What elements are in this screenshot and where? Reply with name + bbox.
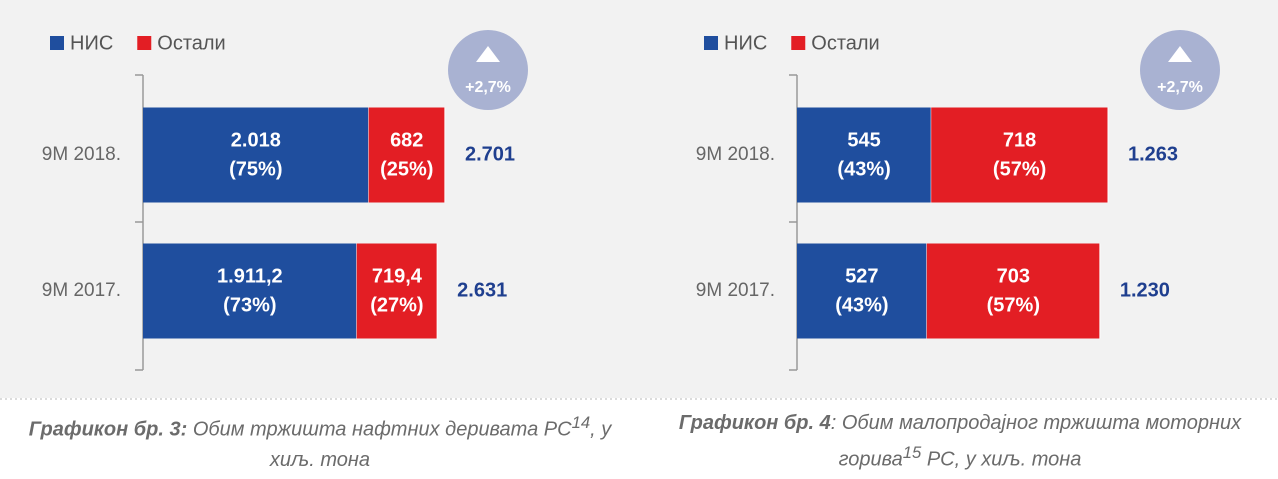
value-label: 527 [845,265,878,287]
category-label: 9M 2017. [696,280,775,301]
bar-segment [797,243,927,339]
share-label: (57%) [987,294,1040,316]
caption-unit: , у хиљ. тона [269,418,612,471]
badge-arrow [476,46,500,62]
caption-text: Обим тржишта нафтних деривата РС [187,418,572,441]
change-badge [1140,30,1220,110]
value-label: 2.018 [231,129,281,151]
bar-segment [797,107,932,203]
value-label: 703 [997,265,1030,287]
total-label: 2.631 [457,279,507,301]
share-label: (73%) [223,294,276,316]
legend-label: НИС [70,32,113,54]
bar-segment [143,243,357,339]
caption-label: Графикон бр. 3: [28,418,188,441]
badge-arrow [1168,46,1192,62]
value-label: 545 [847,129,880,151]
change-label: +2,7% [465,79,511,96]
share-label: (57%) [993,158,1046,180]
category-label: 9M 2018. [696,144,775,165]
share-label: (43%) [835,294,888,316]
change-badge [448,30,528,110]
caption: Графикон бр. 4: Обим малопродајног тржиш… [660,408,1260,475]
legend-label: Остали [811,32,879,54]
caption-unit: РС, у хиљ. тона [921,448,1082,471]
share-label: (27%) [370,294,423,316]
total-label: 2.701 [465,143,515,165]
legend-swatch [137,36,152,50]
category-label: 9M 2017. [42,280,121,301]
caption-text: : Обим малопродајног тржишта моторних го… [830,412,1242,471]
legend-label: НИС [724,32,767,54]
share-label: (75%) [229,158,282,180]
legend-swatch [704,36,718,50]
value-label: 1.911,2 [217,265,283,287]
total-label: 1.263 [1128,143,1178,165]
change-label: +2,7% [1157,79,1203,96]
share-label: (43%) [837,158,890,180]
value-label: 682 [390,129,423,151]
bar-segment [926,243,1100,339]
bar-segment [143,107,369,203]
total-label: 1.230 [1120,279,1170,301]
caption: Графикон бр. 3: Обим тржишта нафтних дер… [20,408,620,475]
bar-segment [368,107,445,203]
bar-segment [931,107,1108,203]
legend-swatch [50,36,64,50]
caption-note: 15 [902,443,922,462]
category-label: 9M 2018. [42,144,121,165]
caption-label: Графикон бр. 4 [678,412,831,434]
bar-segment [356,243,438,339]
legend-swatch [791,36,806,50]
legend-label: Остали [157,32,225,54]
caption-note: 14 [571,413,591,432]
value-label: 719,4 [372,265,423,287]
share-label: (25%) [380,158,433,180]
value-label: 718 [1003,129,1036,151]
